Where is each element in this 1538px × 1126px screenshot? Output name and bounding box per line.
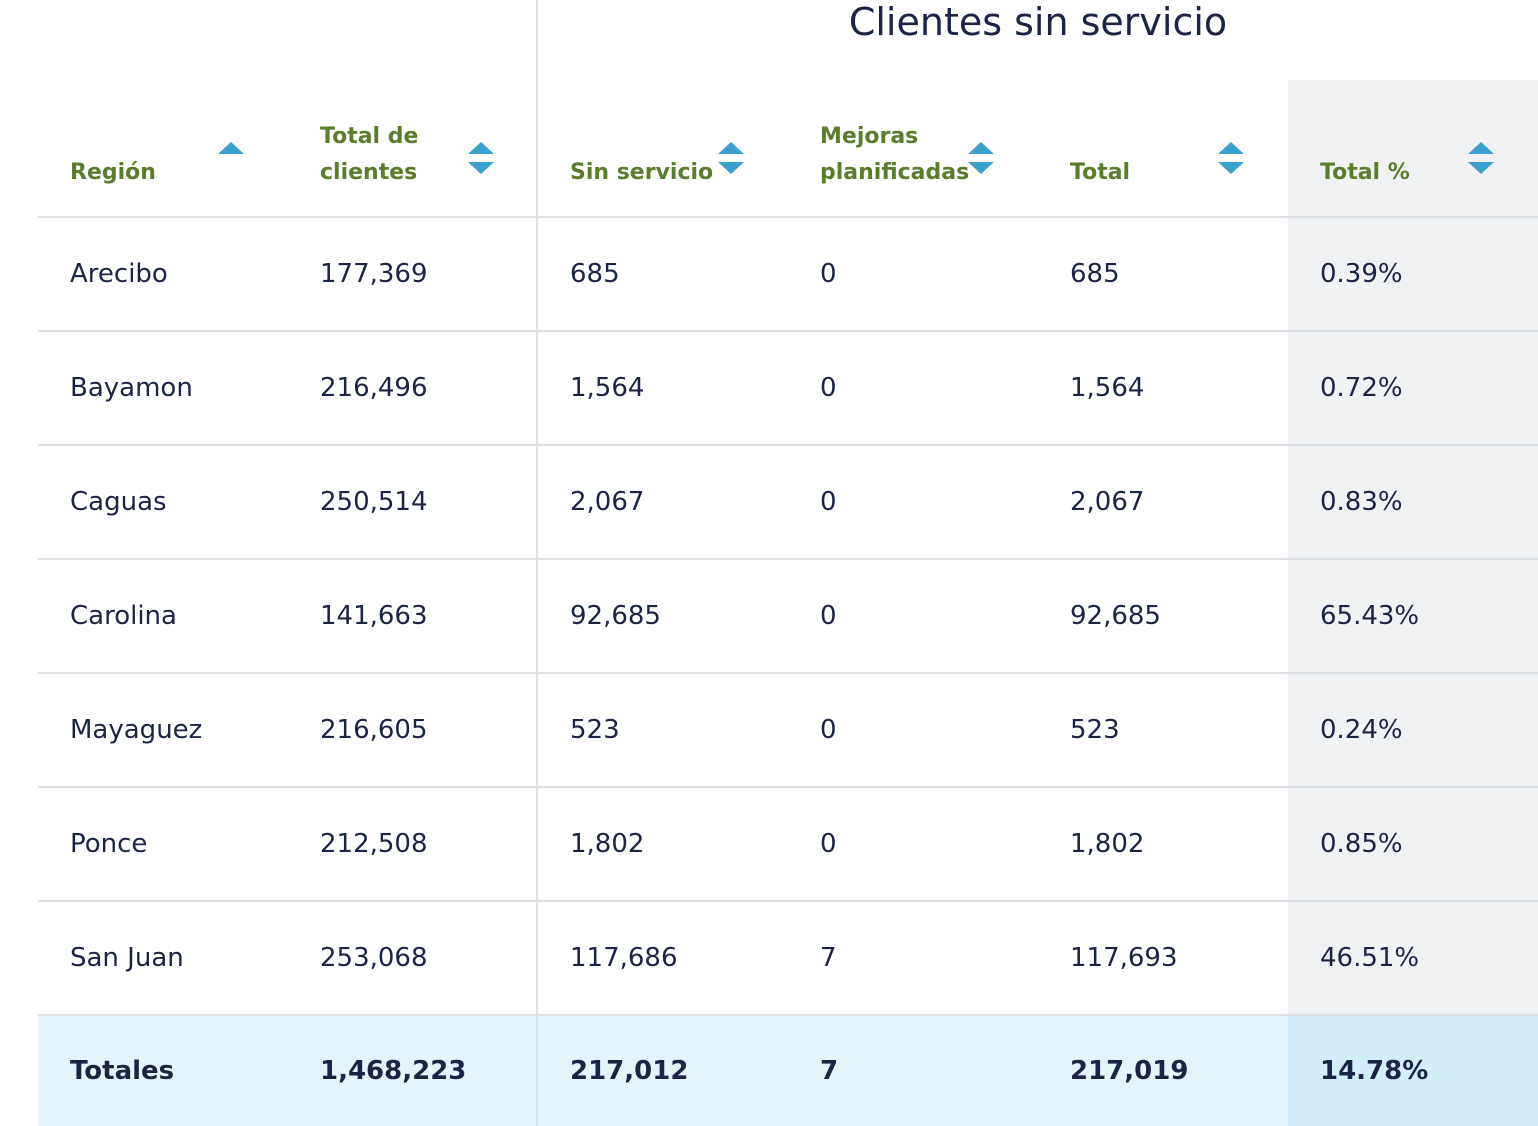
cell-region: Ponce [38,787,288,902]
table-row: Caguas 250,514 2,067 0 2,067 0.83% [38,445,1538,560]
column-header-region[interactable]: Región [38,80,288,218]
table-header: Región Total de clientes Sin servicio [38,80,1538,218]
cell-total-percent: 65.43% [1288,559,1538,674]
table-body: Arecibo 177,369 685 0 685 0.39% Bayamon … [38,217,1538,1126]
sort-ascending-icon[interactable] [218,142,244,174]
cell-total-clients: 250,514 [288,445,538,560]
cell-region: Mayaguez [38,673,288,788]
cell-total: 523 [1038,673,1288,788]
outage-table: Región Total de clientes Sin servicio [38,80,1538,1126]
cell-total-percent: 0.24% [1288,673,1538,788]
column-header-total[interactable]: Total [1038,80,1288,218]
cell-planned-improvements: 0 [788,217,1038,332]
cell-without-service: 92,685 [538,559,788,674]
sort-both-icon[interactable] [468,142,494,174]
table-row: San Juan 253,068 117,686 7 117,693 46.51… [38,901,1538,1016]
column-header-label: Mejoras planificadas [820,124,970,185]
column-header-label: Total % [1320,160,1410,185]
totals-planned-improvements: 7 [788,1015,1038,1126]
table-row: Bayamon 216,496 1,564 0 1,564 0.72% [38,331,1538,446]
column-header-label: Región [70,160,156,185]
cell-without-service: 1,802 [538,787,788,902]
cell-total: 1,802 [1038,787,1288,902]
cell-planned-improvements: 0 [788,673,1038,788]
column-header-without-service[interactable]: Sin servicio [538,80,788,218]
group-header-title: Clientes sin servicio [848,0,1228,44]
header-row: Región Total de clientes Sin servicio [38,80,1538,218]
totals-without-service: 217,012 [538,1015,788,1126]
table-row: Arecibo 177,369 685 0 685 0.39% [38,217,1538,332]
table-row: Mayaguez 216,605 523 0 523 0.24% [38,673,1538,788]
sort-both-icon[interactable] [1468,142,1494,174]
totals-total: 217,019 [1038,1015,1288,1126]
cell-planned-improvements: 0 [788,445,1038,560]
cell-region: Carolina [38,559,288,674]
column-header-total-clients[interactable]: Total de clientes [288,80,538,218]
cell-total-clients: 177,369 [288,217,538,332]
cell-total-clients: 216,496 [288,331,538,446]
cell-total-clients: 253,068 [288,901,538,1016]
cell-total-percent: 46.51% [1288,901,1538,1016]
cell-total: 2,067 [1038,445,1288,560]
column-header-label: Total [1070,160,1131,185]
cell-total-percent: 0.85% [1288,787,1538,902]
table-row: Ponce 212,508 1,802 0 1,802 0.85% [38,787,1538,902]
cell-total-clients: 141,663 [288,559,538,674]
cell-total-clients: 212,508 [288,787,538,902]
cell-region: Caguas [38,445,288,560]
totals-total-clients: 1,468,223 [288,1015,538,1126]
cell-total: 685 [1038,217,1288,332]
cell-planned-improvements: 0 [788,331,1038,446]
column-header-total-percent[interactable]: Total % [1288,80,1538,218]
cell-planned-improvements: 0 [788,787,1038,902]
sort-both-icon[interactable] [718,142,744,174]
cell-total: 117,693 [1038,901,1288,1016]
cell-without-service: 523 [538,673,788,788]
cell-planned-improvements: 0 [788,559,1038,674]
column-header-label: Sin servicio [570,160,714,185]
cell-total: 1,564 [1038,331,1288,446]
cell-without-service: 117,686 [538,901,788,1016]
column-divider [536,0,538,1126]
sort-both-icon[interactable] [968,142,994,174]
table-row: Carolina 141,663 92,685 0 92,685 65.43% [38,559,1538,674]
column-header-label: Total de clientes [320,124,419,185]
cell-total-percent: 0.39% [1288,217,1538,332]
cell-region: San Juan [38,901,288,1016]
totals-total-percent: 14.78% [1288,1015,1538,1126]
sort-both-icon[interactable] [1218,142,1244,174]
column-header-planned-improvements[interactable]: Mejoras planificadas [788,80,1038,218]
cell-total-clients: 216,605 [288,673,538,788]
cell-total: 92,685 [1038,559,1288,674]
cell-without-service: 1,564 [538,331,788,446]
cell-region: Arecibo [38,217,288,332]
cell-planned-improvements: 7 [788,901,1038,1016]
totals-label: Totales [38,1015,288,1126]
cell-without-service: 685 [538,217,788,332]
cell-region: Bayamon [38,331,288,446]
cell-total-percent: 0.83% [1288,445,1538,560]
cell-without-service: 2,067 [538,445,788,560]
cell-total-percent: 0.72% [1288,331,1538,446]
totals-row: Totales 1,468,223 217,012 7 217,019 14.7… [38,1015,1538,1126]
